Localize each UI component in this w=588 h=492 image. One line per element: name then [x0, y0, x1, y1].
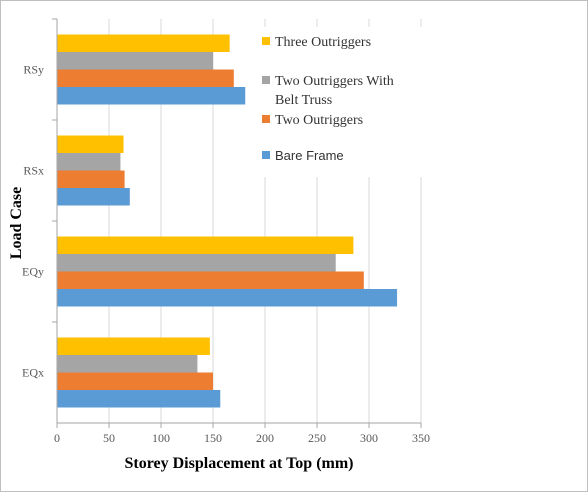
bar — [57, 188, 130, 206]
category-label: RSx — [23, 164, 44, 178]
x-tick-label: 300 — [360, 431, 378, 445]
category-label: EQy — [22, 265, 44, 279]
bar — [57, 153, 121, 171]
legend-swatch — [262, 76, 270, 84]
bar — [57, 289, 398, 307]
bar — [57, 34, 230, 52]
legend-label: Belt Truss — [275, 93, 332, 108]
legend-label: Bare Frame — [275, 148, 344, 163]
category-label: RSy — [23, 63, 44, 77]
legend-label: Two Outriggers With — [275, 74, 394, 89]
legend-swatch — [262, 115, 270, 123]
x-tick-label: 200 — [256, 431, 274, 445]
legend-swatch — [262, 37, 270, 45]
bar — [57, 355, 198, 373]
bar — [57, 170, 125, 188]
legend-label: Three Outriggers — [275, 35, 371, 50]
bar — [57, 87, 246, 105]
legend-box — [255, 27, 423, 177]
bar — [57, 390, 221, 408]
y-axis-title: Load Case — [8, 187, 25, 259]
x-tick-label: 150 — [204, 431, 222, 445]
bar — [57, 236, 354, 254]
legend-label: Two Outriggers — [275, 113, 363, 128]
bar — [57, 271, 364, 289]
bar — [57, 254, 336, 272]
bar — [57, 135, 124, 153]
x-tick-label: 0 — [54, 431, 60, 445]
legend-swatch — [262, 151, 270, 159]
x-tick-label: 250 — [308, 431, 326, 445]
bar — [57, 52, 213, 70]
category-label: EQx — [22, 366, 44, 380]
x-axis-title: Storey Displacement at Top (mm) — [124, 455, 353, 472]
x-tick-label: 100 — [152, 431, 170, 445]
x-tick-label: 50 — [103, 431, 115, 445]
bar — [57, 337, 210, 355]
bar — [57, 372, 213, 390]
x-tick-label: 350 — [412, 431, 430, 445]
bar — [57, 69, 234, 87]
